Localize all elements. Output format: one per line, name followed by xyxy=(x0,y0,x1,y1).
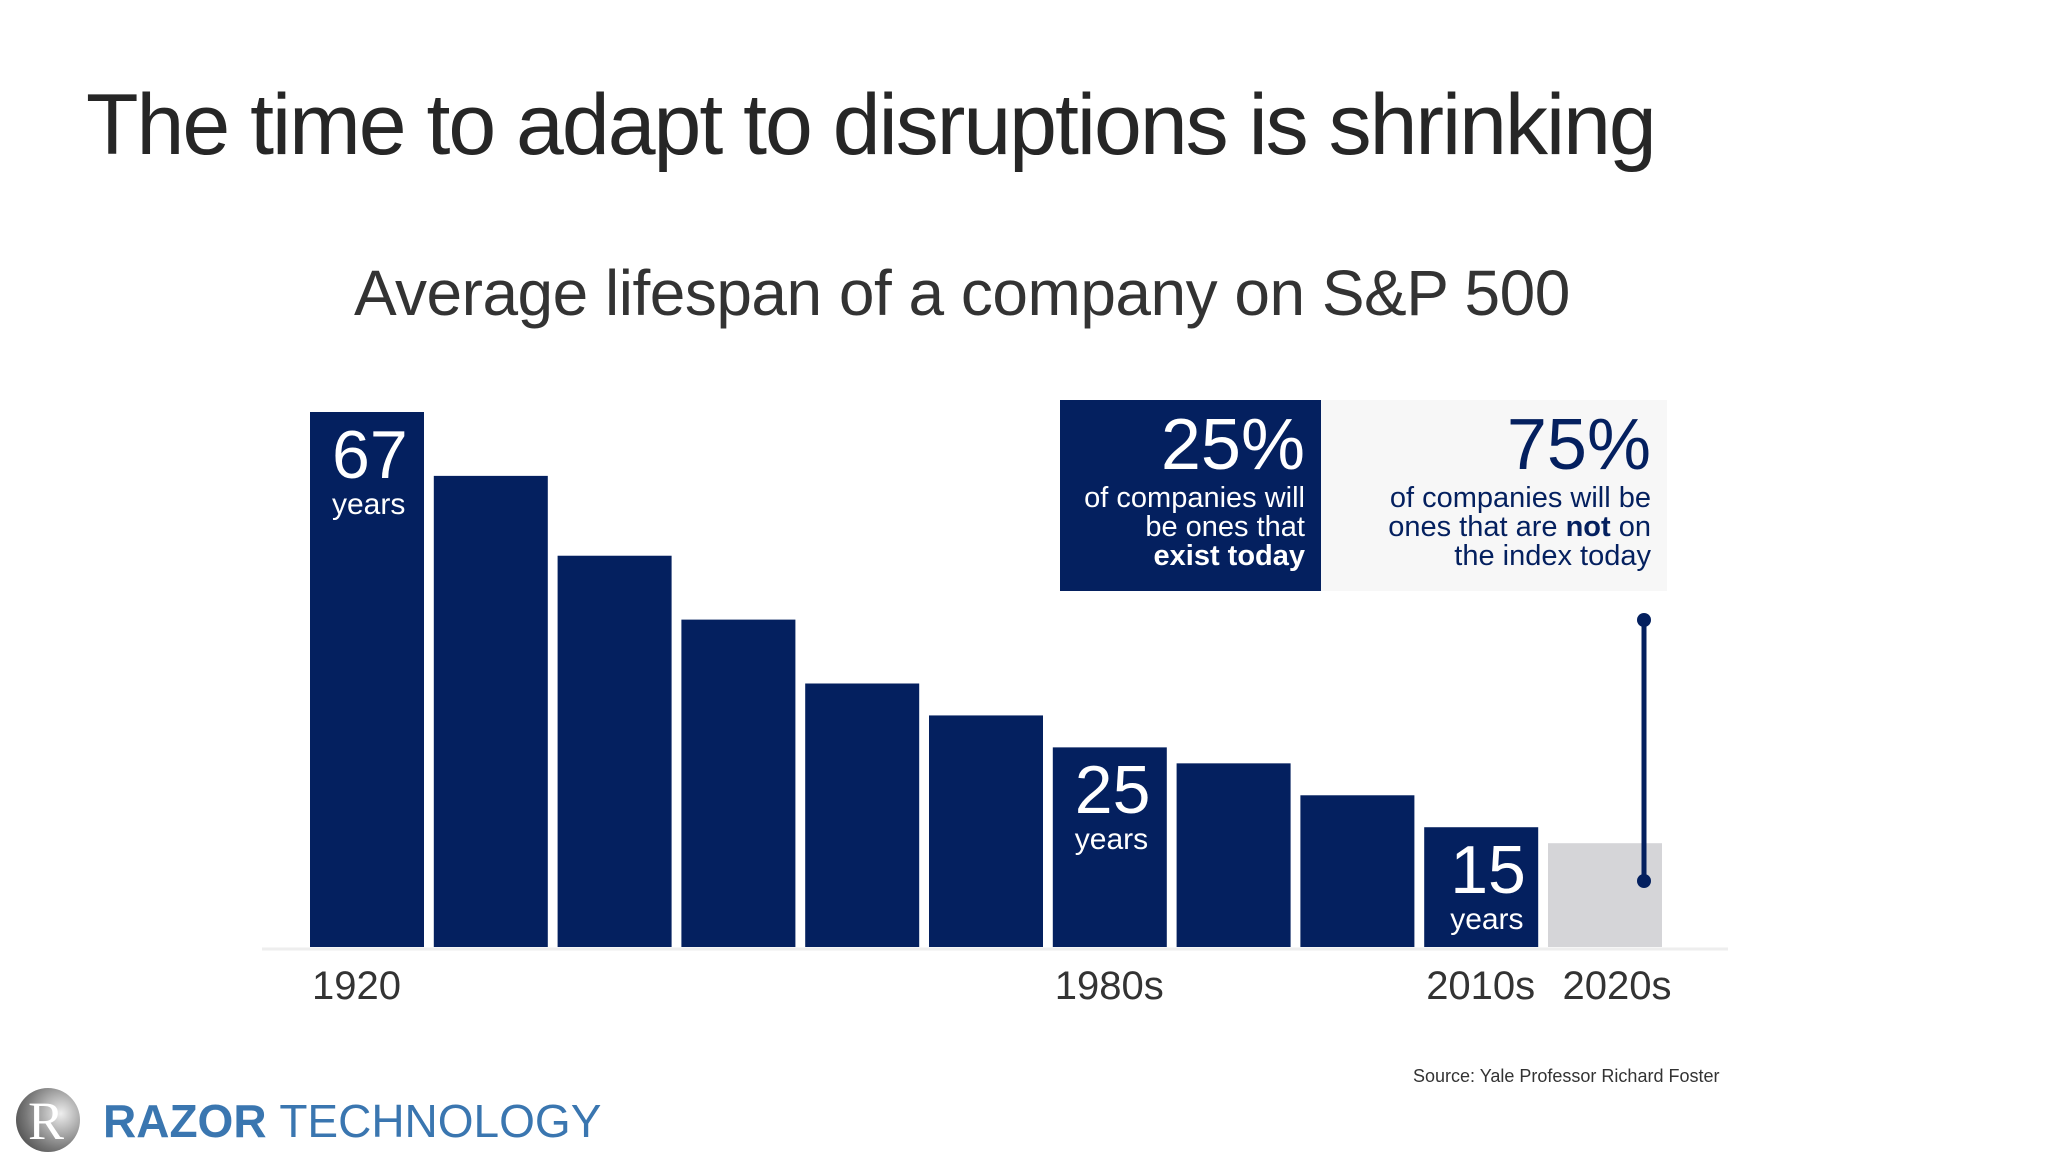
bar xyxy=(433,475,548,947)
bar-data-label: 15 years xyxy=(1450,835,1526,935)
source-note: Source: Yale Professor Richard Foster xyxy=(1413,1066,1720,1086)
callout-pct: 75% xyxy=(1506,405,1651,485)
bar xyxy=(1300,795,1415,947)
x-tick-label: 1920 xyxy=(312,964,401,1008)
callout-text: the index today xyxy=(1454,540,1651,572)
bar xyxy=(557,555,672,947)
brand-name: RAZOR TECHNOLOGY xyxy=(103,1094,601,1148)
callout-text-post: on xyxy=(1610,511,1651,543)
x-tick-label: 1980s xyxy=(1054,964,1164,1008)
callout-new: 75% of companies will be ones that are n… xyxy=(1321,400,1667,591)
bar xyxy=(681,619,796,947)
bar xyxy=(929,715,1043,947)
callout-text: ones that are not on xyxy=(1337,513,1651,542)
bar xyxy=(1176,763,1291,947)
razor-logo-icon: R xyxy=(16,1088,80,1152)
logo-mark: R xyxy=(28,1091,65,1151)
connector-dot xyxy=(1637,874,1651,888)
bar-value: 15 xyxy=(1450,832,1526,909)
callout-text: of companies will be xyxy=(1389,482,1651,514)
slide-title: The time to adapt to disruptions is shri… xyxy=(86,77,1657,173)
callout-text-bold: not xyxy=(1565,511,1611,543)
bar-unit: years xyxy=(1450,903,1524,937)
bar-unit: years xyxy=(332,488,406,521)
callout-existing: 25% of companies will be ones that exist… xyxy=(1060,400,1321,591)
bar-unit: years xyxy=(1074,823,1149,857)
x-tick-label: 2020s xyxy=(1562,964,1672,1008)
connector-dot xyxy=(1637,613,1651,627)
callout-pct: 25% xyxy=(1160,405,1305,485)
callout-text-bold: exist today xyxy=(1153,540,1306,572)
bar xyxy=(1424,827,1539,947)
callout-text: be ones that xyxy=(1145,511,1305,543)
bar xyxy=(310,412,424,947)
bar-data-label: 25 years xyxy=(1075,755,1151,855)
brand-light: TECHNOLOGY xyxy=(279,1095,602,1147)
bar xyxy=(1052,747,1167,947)
bar-data-label: 67 years xyxy=(332,420,408,520)
chart-title: Average lifespan of a company on S&P 500 xyxy=(354,257,1570,329)
brand-bold: RAZOR xyxy=(103,1095,267,1147)
x-tick-label: 2010s xyxy=(1426,964,1536,1008)
bar xyxy=(805,683,920,947)
bar-value: 25 xyxy=(1074,752,1151,829)
callout-text: of companies will xyxy=(1084,482,1305,514)
callout-text-pre: ones that are xyxy=(1388,511,1566,543)
bar-value: 67 xyxy=(332,417,408,493)
